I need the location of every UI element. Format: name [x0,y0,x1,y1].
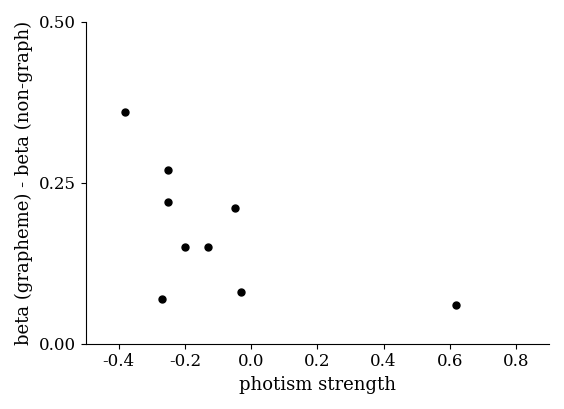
Point [204,244,213,250]
Point [157,295,166,302]
Point [230,205,239,212]
Y-axis label: beta (grapheme) - beta (non-graph): beta (grapheme) - beta (non-graph) [15,20,33,345]
Point [164,199,173,205]
Point [180,244,190,250]
Point [237,289,246,295]
X-axis label: photism strength: photism strength [239,376,396,394]
Point [452,302,461,308]
Point [121,108,130,115]
Point [164,166,173,173]
